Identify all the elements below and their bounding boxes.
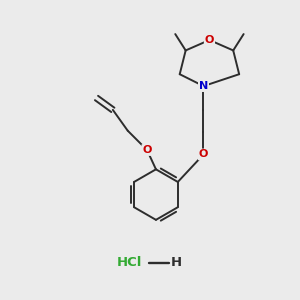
Text: O: O [142,145,152,155]
Text: O: O [205,35,214,45]
Text: O: O [199,149,208,160]
Text: N: N [199,81,208,91]
Text: H: H [171,256,182,269]
Text: HCl: HCl [116,256,142,269]
